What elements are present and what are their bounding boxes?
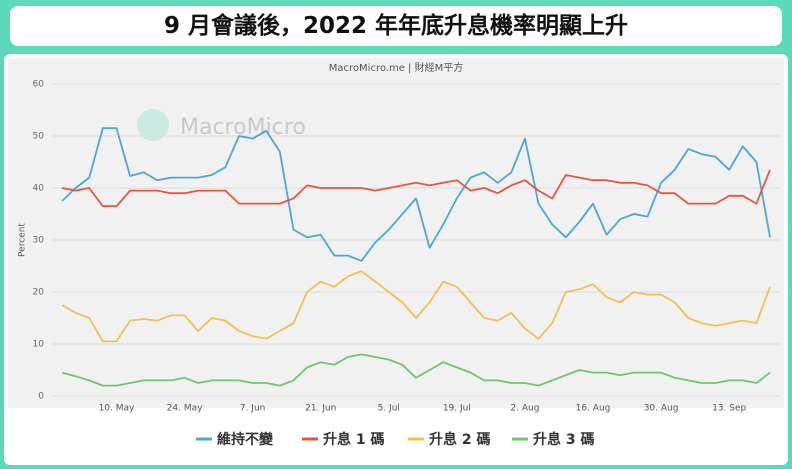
x-tick-label: 5. Jul: [378, 404, 400, 414]
x-tick-label: 16. Aug: [576, 404, 611, 414]
series-line: [61, 169, 771, 208]
chart-subtitle: MacroMicro.me | 財經M平方: [329, 61, 463, 74]
y-tick-label: 50: [33, 132, 45, 142]
watermark-icon: [137, 109, 169, 141]
x-tick-label: 21. Jun: [305, 404, 336, 414]
y-tick-label: 0: [38, 392, 44, 402]
y-tick-label: 30: [33, 236, 45, 246]
x-tick-label: 2. Aug: [510, 404, 539, 414]
y-axis-label: Percent: [18, 223, 28, 257]
x-tick-label: 10. May: [99, 404, 135, 414]
y-tick-label: 20: [33, 288, 45, 298]
legend-label: 升息 1 碼: [323, 431, 385, 448]
x-tick-label: 19. Jul: [443, 404, 471, 414]
series-line: [61, 353, 771, 387]
x-tick-label: 30. Aug: [644, 404, 679, 414]
legend-label: 升息 2 碼: [429, 431, 491, 448]
page-title: 9 月會議後，2022 年年底升息機率明顯上升: [10, 6, 782, 46]
series-line: [61, 270, 771, 343]
x-tick-label: 7. Jun: [240, 404, 266, 414]
y-tick-label: 10: [33, 340, 45, 350]
plot-background: [8, 58, 784, 408]
y-tick-label: 60: [33, 80, 45, 90]
x-tick-label: 24. May: [167, 404, 203, 414]
y-tick-label: 40: [33, 184, 45, 194]
x-tick-label: 13. Sep: [712, 404, 746, 414]
legend-label: 升息 3 碼: [533, 431, 595, 448]
legend-label: 維持不變: [217, 431, 274, 448]
series-line: [61, 127, 771, 262]
